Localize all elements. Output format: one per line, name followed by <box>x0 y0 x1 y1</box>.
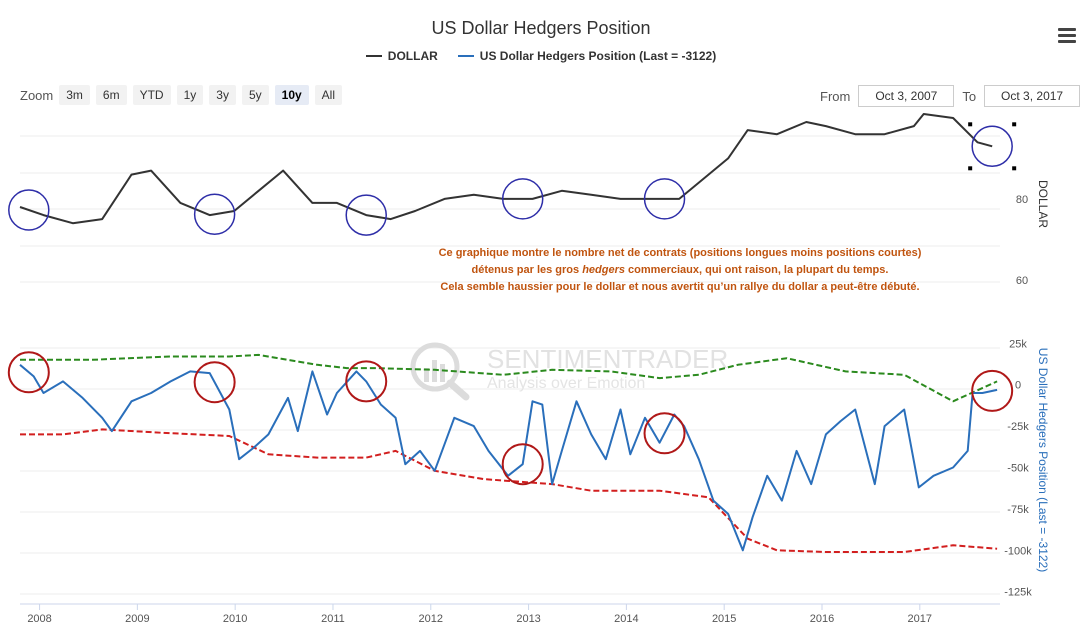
to-label: To <box>962 88 977 104</box>
annotation-line-3: Cela semble haussier pour le dollar et n… <box>440 281 920 293</box>
date-range: From Oct 3, 2007 To Oct 3, 2017 <box>820 85 1081 107</box>
x-tick-label-2008: 2008 <box>27 613 51 625</box>
zoom-10y-button[interactable]: 10y <box>274 85 309 105</box>
axes-layer: DOLLAR US Dollar Hedgers Position (Last … <box>27 180 1050 625</box>
lower-highlight-circle-5 <box>971 369 1014 412</box>
zoom-6m-button[interactable]: 6m <box>95 85 127 105</box>
lower-highlight-circle-4 <box>643 412 686 455</box>
chart-title: US Dollar Hedgers Position <box>431 18 651 38</box>
selection-handle-1 <box>1012 122 1017 127</box>
watermark-logo-bar-2 <box>432 360 437 382</box>
lower-tick-label-25k: 25k <box>1009 338 1027 350</box>
zoom-ytd-button[interactable]: YTD <box>132 85 171 105</box>
lower-tick-label-0: 0 <box>1015 380 1021 392</box>
upper-highlight-circle-5 <box>971 125 1013 168</box>
from-date-input[interactable]: Oct 3, 2007 <box>858 85 955 107</box>
x-tick-label-2009: 2009 <box>125 613 149 625</box>
zoom-all-button[interactable]: All <box>314 85 343 105</box>
legend-item-dollar[interactable]: DOLLAR <box>365 49 438 63</box>
hamburger-menu-icon[interactable] <box>1058 28 1076 44</box>
to-date-input[interactable]: Oct 3, 2017 <box>984 85 1081 107</box>
zoom-bar: Zoom 3m 6m YTD 1y 3y 5y 10y All <box>20 85 343 105</box>
selection-handle-0 <box>968 122 973 127</box>
zoom-3y-button[interactable]: 3y <box>209 85 236 105</box>
watermark-logo-handle <box>446 379 470 401</box>
annotation-line-2-em: hedgers <box>582 264 625 276</box>
zoom-5y-button[interactable]: 5y <box>241 85 269 105</box>
legend-swatch-dollar <box>365 55 382 57</box>
zoom-1y-button[interactable]: 1y <box>176 85 204 105</box>
x-tick-label-2012: 2012 <box>419 613 443 625</box>
watermark-logo-bar-3 <box>440 364 445 382</box>
zoom-label: Zoom <box>20 87 54 103</box>
lower-highlight-circle-1 <box>193 361 236 404</box>
watermark-logo-bar-1 <box>424 368 429 382</box>
lower-highlight-circle-0 <box>7 351 50 394</box>
lower-band-line <box>20 428 998 553</box>
watermark-logo-circle <box>410 342 460 392</box>
lower-tick-label--25k: -25k <box>1007 421 1029 433</box>
hedgers-line <box>19 364 998 552</box>
grid <box>20 135 1000 605</box>
legend-swatch-hedgers <box>457 55 474 57</box>
lower-tick-label--100k: -100k <box>1004 545 1032 557</box>
selection-handle-2 <box>968 166 973 171</box>
upper-highlight-circle-1 <box>193 193 236 236</box>
lower-axis-label: US Dollar Hedgers Position (Last = -3122… <box>1036 348 1050 572</box>
watermark: SENTIMENTRADER Analysis over Emotion <box>410 342 728 401</box>
series-layer <box>19 113 998 553</box>
lower-highlight-circle-2 <box>345 360 388 403</box>
lower-highlight-circle-3 <box>501 443 544 486</box>
watermark-tagline: Analysis over Emotion <box>487 375 645 392</box>
upper-band-line <box>20 353 998 403</box>
lower-tick-label--50k: -50k <box>1007 463 1029 475</box>
legend-label-dollar: DOLLAR <box>387 49 438 63</box>
annotation-text: Ce graphique montre le nombre net de con… <box>410 245 950 296</box>
x-tick-label-2013: 2013 <box>516 613 540 625</box>
watermark-name: SENTIMENTRADER <box>487 344 728 374</box>
upper-axis-label: DOLLAR <box>1036 180 1050 228</box>
annotation-line-2-pre: détenus par les gros <box>471 264 583 276</box>
annotation-line-1: Ce graphique montre le nombre net de con… <box>438 247 922 259</box>
legend-item-hedgers[interactable]: US Dollar Hedgers Position (Last = -3122… <box>457 49 717 63</box>
x-tick-label-2010: 2010 <box>223 613 247 625</box>
upper-highlight-circle-0 <box>8 189 50 231</box>
x-tick-label-2011: 2011 <box>321 613 345 625</box>
upper-highlight-circle-3 <box>501 178 544 220</box>
x-tick-label-2015: 2015 <box>712 613 736 625</box>
circles-layer <box>7 122 1017 486</box>
upper-tick-label-60: 60 <box>1016 275 1028 287</box>
zoom-3m-button[interactable]: 3m <box>59 85 90 105</box>
selection-handle-3 <box>1012 166 1017 171</box>
dollar-line <box>19 113 993 225</box>
upper-highlight-circle-4 <box>643 178 686 220</box>
x-tick-label-2017: 2017 <box>908 613 932 625</box>
lower-tick-label--75k: -75k <box>1007 504 1029 516</box>
lower-tick-label--125k: -125k <box>1004 587 1032 599</box>
x-tick-label-2016: 2016 <box>810 613 834 625</box>
upper-highlight-circle-2 <box>345 194 387 236</box>
x-tick-label-2014: 2014 <box>614 613 638 625</box>
legend: DOLLAR US Dollar Hedgers Position (Last … <box>0 49 1082 63</box>
from-label: From <box>820 88 851 104</box>
annotation-line-2: détenus par les gros hedgers commerciaux… <box>410 262 950 279</box>
annotation-line-2-post: commerciaux, qui ont raison, la plupart … <box>625 264 889 276</box>
upper-tick-label-80: 80 <box>1016 194 1028 206</box>
legend-label-hedgers: US Dollar Hedgers Position (Last = -3122… <box>479 49 717 63</box>
